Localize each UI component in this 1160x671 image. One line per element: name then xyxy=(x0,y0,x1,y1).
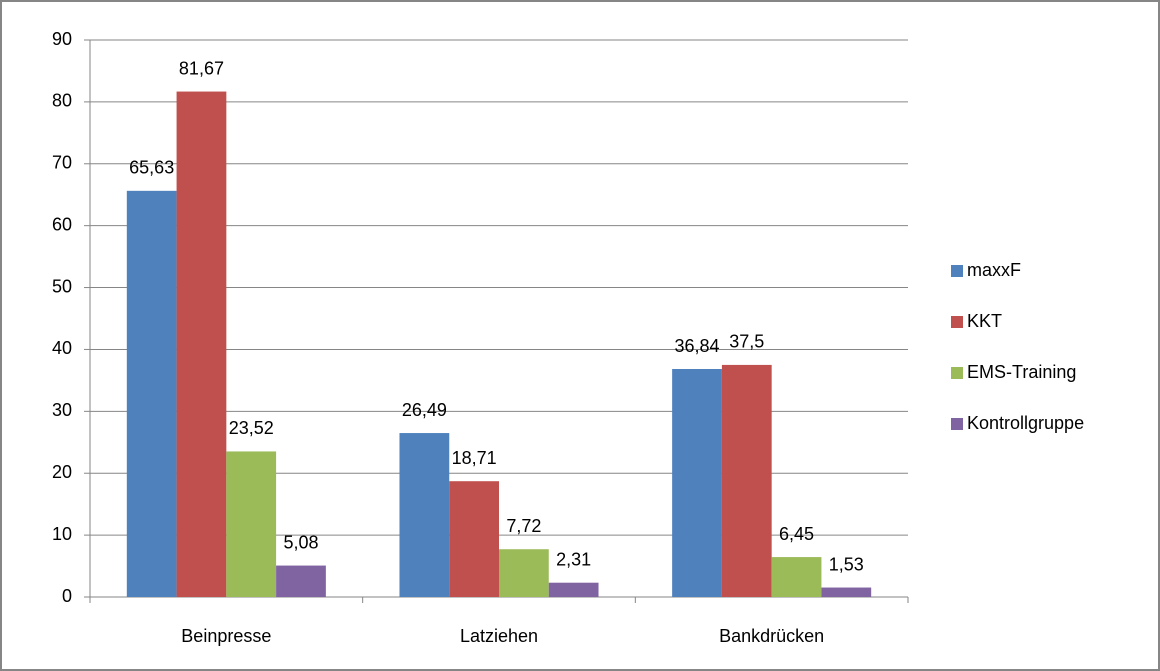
data-label: 7,72 xyxy=(506,516,541,536)
data-label: 5,08 xyxy=(283,532,318,552)
y-tick-label: 30 xyxy=(52,400,72,420)
bar xyxy=(821,587,872,597)
y-tick-label: 70 xyxy=(52,153,72,173)
legend-swatch xyxy=(951,367,963,379)
legend-label: KKT xyxy=(967,311,1002,331)
y-tick-label: 20 xyxy=(52,462,72,482)
y-tick-label: 80 xyxy=(52,91,72,111)
bar xyxy=(721,364,772,597)
x-tick-label: Beinpresse xyxy=(181,626,271,646)
data-label: 1,53 xyxy=(829,554,864,574)
bar xyxy=(126,190,177,597)
bar xyxy=(771,557,822,597)
y-tick-label: 10 xyxy=(52,524,72,544)
y-tick-label: 60 xyxy=(52,214,72,234)
bar xyxy=(176,91,227,598)
data-label: 6,45 xyxy=(779,524,814,544)
y-tick-label: 40 xyxy=(52,338,72,358)
bar xyxy=(449,481,499,597)
data-label: 65,63 xyxy=(129,158,174,178)
legend-swatch xyxy=(951,418,963,430)
data-label: 23,52 xyxy=(229,418,274,438)
data-label: 37,5 xyxy=(729,332,764,352)
legend-label: EMS-Training xyxy=(967,362,1076,382)
y-tick-label: 50 xyxy=(52,276,72,296)
data-label: 18,71 xyxy=(452,448,497,468)
data-label: 81,67 xyxy=(179,58,224,78)
legend-label: maxxF xyxy=(967,260,1021,280)
bar xyxy=(499,549,549,597)
bar xyxy=(276,565,326,597)
bar xyxy=(399,433,450,597)
data-label: 36,84 xyxy=(675,336,720,356)
data-label: 26,49 xyxy=(402,400,447,420)
bar xyxy=(548,582,599,597)
y-tick-label: 0 xyxy=(62,586,72,606)
legend-swatch xyxy=(951,316,963,328)
legend-label: Kontrollgruppe xyxy=(967,413,1084,433)
bar xyxy=(672,369,722,597)
y-tick-label: 90 xyxy=(52,29,72,49)
legend-swatch xyxy=(951,265,963,277)
data-label: 2,31 xyxy=(556,549,591,569)
bar xyxy=(226,451,277,597)
x-tick-label: Bankdrücken xyxy=(719,626,824,646)
x-tick-label: Latziehen xyxy=(460,626,538,646)
